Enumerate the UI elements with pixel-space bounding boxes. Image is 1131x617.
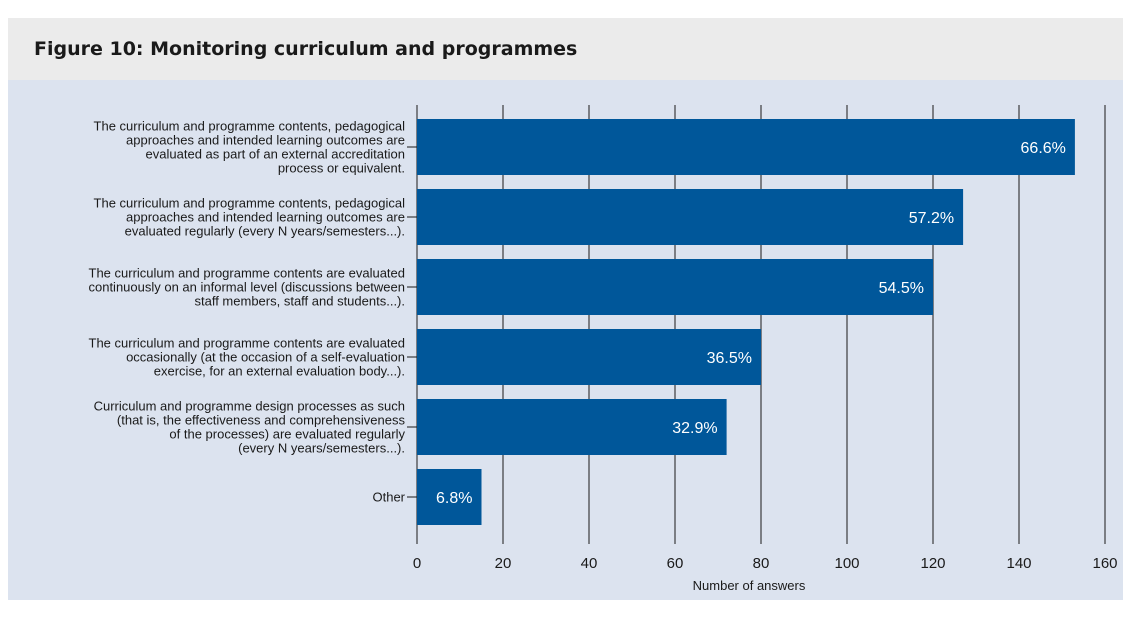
bar-chart: 0 20 40 60 80 100 120 140 160 66.6% The curriculum… — [88, 105, 1118, 593]
category-label-line: process or equivalent. — [278, 161, 405, 176]
figure-title-bar: Figure 10: Monitoring curriculum and pro… — [8, 18, 1123, 80]
data-label: 54.5% — [879, 280, 924, 297]
category-label-line: The curriculum and programme contents ar… — [89, 336, 406, 351]
category-label-line: The curriculum and programme contents, p… — [94, 119, 406, 134]
category-label: Curriculum and programme design processe… — [94, 399, 406, 456]
data-label: 6.8% — [436, 490, 472, 507]
category-label-line: approaches and intended learning outcome… — [126, 210, 405, 225]
category-label-line: (that is, the effectiveness and comprehe… — [117, 413, 406, 428]
category-label: The curriculum and programme contents ar… — [88, 266, 405, 309]
category-label-line: Other — [372, 490, 405, 505]
bar — [417, 469, 482, 525]
bar — [417, 329, 761, 385]
category-label-line: Curriculum and programme design processe… — [94, 399, 405, 414]
figure-title: Figure 10: Monitoring curriculum and pro… — [34, 38, 578, 60]
x-tick-label: 100 — [834, 555, 859, 572]
category-label-line: evaluated as part of an external accredi… — [146, 147, 405, 162]
x-tick-label: 160 — [1092, 555, 1117, 572]
data-label: 36.5% — [707, 350, 752, 367]
category-label: Other — [372, 490, 405, 505]
x-tick-label: 40 — [581, 555, 598, 572]
category-label-line: approaches and intended learning outcome… — [126, 133, 405, 148]
bar — [417, 259, 933, 315]
x-axis-title: Number of answers — [693, 578, 806, 593]
x-tick-label: 120 — [920, 555, 945, 572]
category-label-line: (every N years/semesters...). — [238, 441, 405, 456]
category-label-line: occasionally (at the occasion of a self-… — [126, 350, 405, 365]
category-label-line: The curriculum and programme contents ar… — [89, 266, 406, 281]
category-label-line: of the processes) are evaluated regularl… — [169, 427, 405, 442]
category-label: The curriculum and programme contents ar… — [89, 336, 406, 379]
category-label: The curriculum and programme contents, p… — [94, 196, 406, 239]
x-tick-label: 80 — [753, 555, 770, 572]
x-tick-label: 0 — [413, 555, 421, 572]
x-tick-label: 140 — [1006, 555, 1031, 572]
category-label-line: The curriculum and programme contents, p… — [94, 196, 406, 211]
data-label: 66.6% — [1021, 140, 1066, 157]
category-label-line: evaluated regularly (every N years/semes… — [125, 224, 405, 239]
category-label-line: exercise, for an external evaluation bod… — [154, 364, 405, 379]
figure-panel: Figure 10: Monitoring curriculum and pro… — [8, 18, 1123, 600]
data-label: 32.9% — [672, 420, 717, 437]
category-label: The curriculum and programme contents, p… — [94, 119, 406, 176]
x-tick-label: 60 — [667, 555, 684, 572]
bar — [417, 189, 964, 245]
category-label-line: continuously on an informal level (discu… — [88, 280, 405, 295]
x-tick-label: 20 — [495, 555, 512, 572]
bar — [417, 119, 1075, 175]
data-label: 57.2% — [909, 210, 954, 227]
category-label-line: staff members, staff and students...). — [194, 294, 405, 309]
bar — [417, 399, 727, 455]
